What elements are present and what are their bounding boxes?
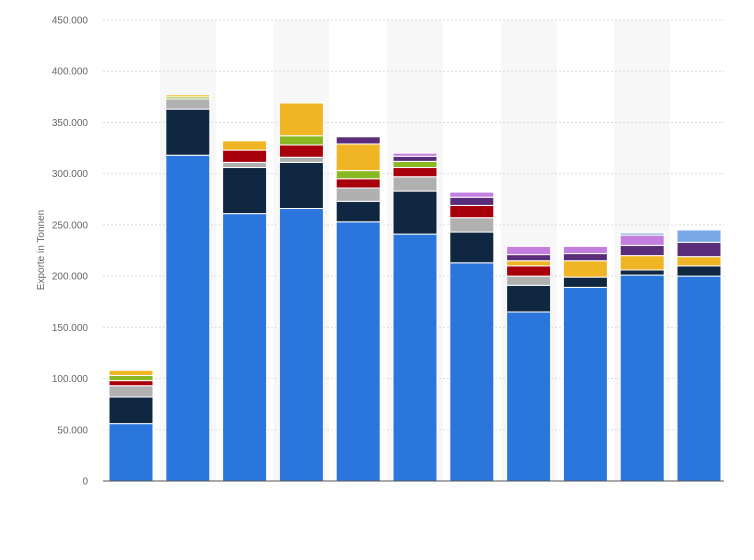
bar-segment[interactable] [222,213,268,482]
bar-segment[interactable] [165,154,211,482]
bar-segment[interactable] [619,255,665,271]
bar-segment[interactable] [619,244,665,257]
bar-segment[interactable] [392,233,438,482]
bar-segment[interactable] [108,380,154,387]
bar-segment[interactable] [676,241,722,258]
bar-segment[interactable] [449,231,495,264]
bar-segment[interactable] [506,265,552,277]
bar-segment[interactable] [278,156,324,163]
bar-segment[interactable] [165,94,211,98]
bar-segment[interactable] [676,265,722,277]
y-tick-label: 0 [82,477,88,488]
bar-segment[interactable] [108,423,154,482]
bar-segment[interactable] [392,176,438,192]
bar-segment[interactable] [392,160,438,169]
bar-segment[interactable] [562,276,608,288]
bar-segment[interactable] [392,155,438,162]
y-tick-label: 200.000 [52,272,89,283]
y-tick-label: 400.000 [52,67,89,78]
bar-segment[interactable] [506,254,552,262]
bar-segment[interactable] [676,256,722,267]
bar-segment[interactable] [108,369,154,376]
bar-segment[interactable] [335,187,381,202]
y-tick-label: 50.000 [57,425,88,436]
bar-segment[interactable] [335,170,381,180]
bar-segment[interactable] [335,143,381,172]
bar-segment[interactable] [108,396,154,425]
bar-segment[interactable] [222,140,268,151]
bar-segment[interactable] [449,196,495,206]
y-tick-label: 250.000 [52,220,89,231]
bar-segment[interactable] [449,262,495,482]
bar-segment[interactable] [335,200,381,223]
bar-segment[interactable] [222,161,268,169]
bars [108,94,722,482]
bar-segment[interactable] [335,221,381,482]
bar-segment[interactable] [392,190,438,235]
bar-segment[interactable] [278,161,324,209]
y-tick-label: 150.000 [52,323,89,334]
bar-segment[interactable] [335,178,381,189]
y-tick-label: 100.000 [52,374,89,385]
bar-segment[interactable] [165,108,211,156]
bar-segment[interactable] [506,275,552,286]
bar-segment[interactable] [278,144,324,158]
bar-segment[interactable] [335,136,381,145]
bar-segment[interactable] [165,98,211,110]
bar-segment[interactable] [676,275,722,482]
bar-segment[interactable] [108,374,154,382]
y-tick-label: 300.000 [52,169,89,180]
bar-segment[interactable] [676,229,722,243]
bar-segment[interactable] [449,191,495,198]
bar-segment[interactable] [506,284,552,313]
y-tick-label: 450.000 [52,16,89,27]
bar-segment[interactable] [562,286,608,482]
bar-segment[interactable] [506,311,552,482]
bar-segment[interactable] [278,135,324,146]
bar-segment[interactable] [562,245,608,255]
bar-segment[interactable] [619,234,665,246]
bar-segment[interactable] [449,204,495,219]
bar-segment[interactable] [506,245,552,256]
bar-segment[interactable] [619,274,665,482]
y-axis-label: Exporte in Tonnen [36,210,47,290]
bar-segment[interactable] [506,260,552,267]
bar-segment[interactable] [392,152,438,157]
bar-segment[interactable] [392,167,438,178]
y-tick-label: 350.000 [52,118,89,129]
bar-segment[interactable] [562,253,608,262]
bar-segment[interactable] [562,260,608,278]
bar-segment[interactable] [108,385,154,398]
bar-segment[interactable] [619,232,665,236]
y-axis-ticks: 0 50.000 100.000 150.000 200.000 250.000 300.0… [52,16,89,488]
bar-segment[interactable] [278,102,324,137]
bar-segment[interactable] [449,217,495,233]
bar-segment[interactable] [278,207,324,482]
bar-segment[interactable] [619,269,665,276]
bar-segment[interactable] [222,149,268,163]
bar-segment[interactable] [222,167,268,215]
